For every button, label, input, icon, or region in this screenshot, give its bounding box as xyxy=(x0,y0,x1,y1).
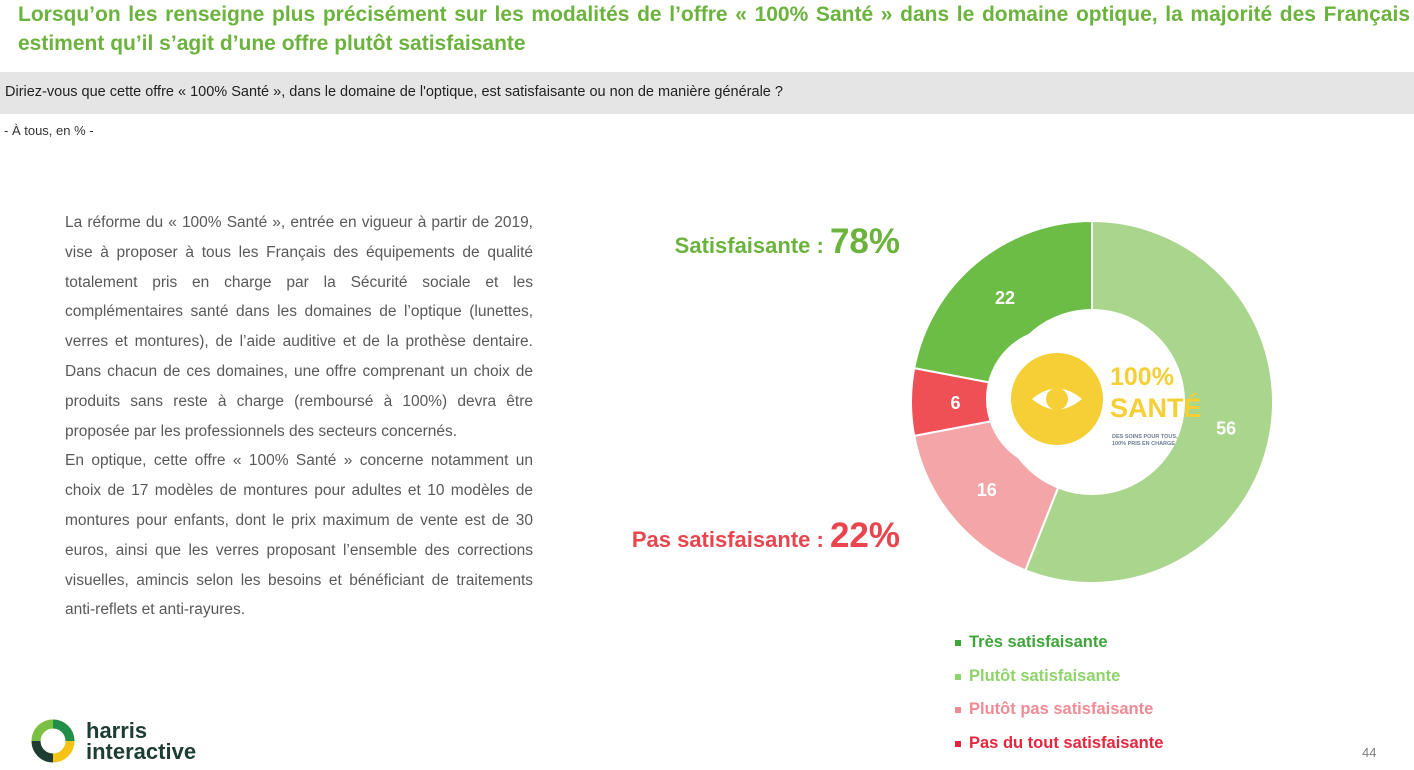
donut-label-plutot-satisfaisante: 56 xyxy=(1216,419,1236,439)
base-note: - À tous, en % - xyxy=(4,123,94,138)
legend-item-pas-du-tout-satisfaisante: Pas du tout satisfaisante xyxy=(955,734,1163,768)
legend-item-tres-satisfaisante: Très satisfaisante xyxy=(955,633,1163,667)
donut-slice-plutot-pas-satisfaisante xyxy=(913,418,1060,572)
legend-label: Plutôt pas satisfaisante xyxy=(969,700,1154,719)
logo-text: harris interactive xyxy=(86,718,197,764)
slide-title: Lorsqu’on les renseigne plus précisément… xyxy=(18,3,1410,55)
logo-big-text-2: SANTÉ xyxy=(1110,392,1202,423)
legend-item-plutot-pas-satisfaisante: Plutôt pas satisfaisante xyxy=(955,700,1163,734)
logo-big-text: 100% xyxy=(1110,363,1174,391)
logo-tagline-2: 100% PRIS EN CHARGE xyxy=(1112,441,1175,447)
summary-satisfied-value: 78% xyxy=(829,222,900,261)
question-text: Diriez-vous que cette offre « 100% Santé… xyxy=(5,84,783,100)
donut-slices xyxy=(910,219,1274,584)
legend-label: Plutôt satisfaisante xyxy=(969,666,1121,685)
logo-tagline-1: DES SOINS POUR TOUS, xyxy=(1112,434,1178,440)
summary-satisfied-label: Satisfaisante : xyxy=(674,233,830,258)
sante-logo: 100% SANTÉ DES SOINS POUR TOUS, 100% PRI… xyxy=(986,328,1202,470)
summary-not-satisfied-value: 22% xyxy=(829,516,900,555)
donut-labels: 56 16 6 22 xyxy=(950,288,1236,500)
eye-iris-icon xyxy=(1046,388,1068,410)
logo-line-2: interactive xyxy=(86,739,197,764)
legend-marker xyxy=(955,673,961,680)
harris-logo-icon xyxy=(31,719,75,763)
body-text: La réforme du « 100% Santé », entrée en … xyxy=(65,208,533,625)
summary-not-satisfied: Pas satisfaisante : 22% xyxy=(632,516,900,556)
legend-marker xyxy=(955,707,961,714)
donut-label-tres-satisfaisante: 22 xyxy=(995,288,1015,308)
legend-label: Très satisfaisante xyxy=(969,633,1108,651)
legend: Très satisfaisante Plutôt satisfaisante … xyxy=(955,633,1163,768)
body-paragraph-2: En optique, cette offre « 100% Santé » c… xyxy=(65,452,533,619)
logo-line-1: harris xyxy=(86,718,148,743)
summary-not-satisfied-label: Pas satisfaisante : xyxy=(631,527,830,552)
body-paragraph-1: La réforme du « 100% Santé », entrée en … xyxy=(65,214,533,440)
donut-label-plutot-pas-satisfaisante: 16 xyxy=(977,480,997,500)
summary-satisfied: Satisfaisante : 78% xyxy=(675,222,900,262)
page-number: 44 xyxy=(1362,745,1377,760)
legend-marker xyxy=(955,741,961,748)
donut-slice-plutot-satisfaisante xyxy=(1024,219,1274,584)
legend-item-plutot-satisfaisante: Plutôt satisfaisante xyxy=(955,667,1163,701)
legend-marker xyxy=(955,640,961,646)
donut-label-pas-du-tout-satisfaisante: 6 xyxy=(950,393,960,413)
harris-interactive-logo: harris interactive xyxy=(30,718,196,764)
question-bar: Diriez-vous que cette offre « 100% Santé… xyxy=(0,72,1414,114)
donut-chart: 56 16 6 22 100% SANTÉ DES SOINS POUR TOUS, … xyxy=(910,219,1274,584)
legend-label: Pas du tout satisfaisante xyxy=(969,734,1164,753)
